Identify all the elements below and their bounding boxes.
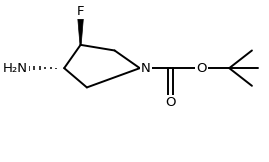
Text: O: O <box>165 96 175 109</box>
Polygon shape <box>78 19 83 45</box>
Text: N: N <box>141 62 151 75</box>
Text: H₂N: H₂N <box>3 62 28 75</box>
Text: O: O <box>196 62 207 75</box>
Text: F: F <box>77 5 84 17</box>
